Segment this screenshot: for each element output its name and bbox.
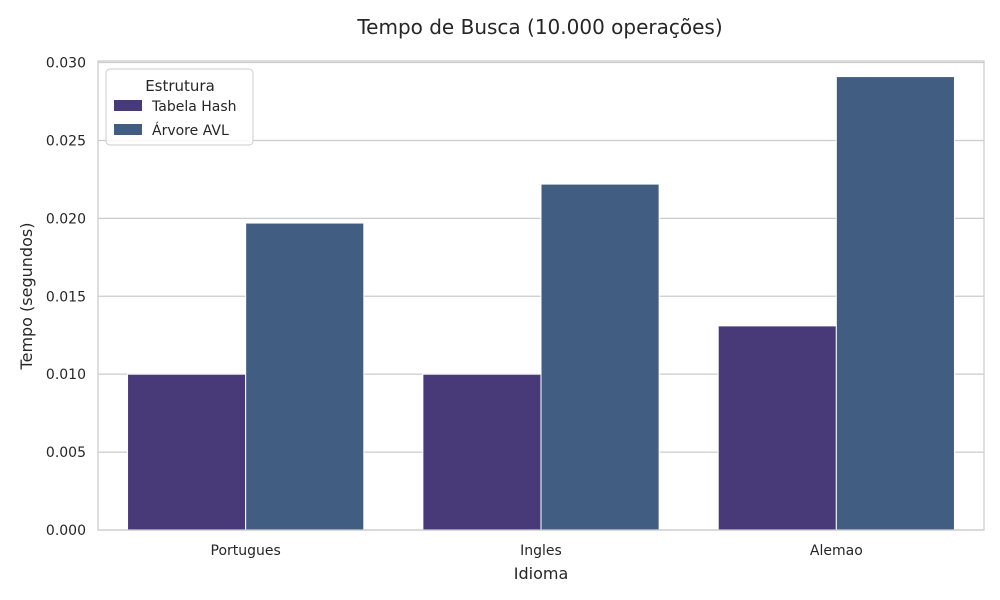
y-tick-label: 0.015 — [46, 289, 86, 305]
y-axis-ticks: 0.000 0.005 0.010 0.015 0.020 0.025 0.030 — [46, 56, 86, 539]
legend-box — [105, 68, 254, 146]
legend-swatch-tabela-hash — [114, 100, 142, 111]
bar-arvore-avl-portugues — [245, 222, 365, 531]
bar-tabela-hash-portugues — [127, 373, 247, 531]
legend: Estrutura Tabela Hash Árvore AVL — [105, 68, 254, 146]
y-tick-label: 0.025 — [46, 133, 86, 149]
y-tick-label: 0.030 — [46, 56, 86, 72]
y-tick-label: 0.005 — [46, 445, 86, 461]
x-tick-label-portugues: Portugues — [211, 543, 281, 559]
legend-title: Estrutura — [145, 77, 215, 95]
y-tick-label: 0.020 — [46, 211, 86, 227]
bar-tabela-hash-alemao — [717, 325, 837, 531]
bars — [127, 76, 955, 531]
x-tick-label-alemao: Alemao — [810, 543, 863, 559]
legend-swatch-arvore-avl — [114, 124, 142, 135]
x-axis-ticks: Portugues Ingles Alemao — [211, 543, 863, 559]
legend-label-arvore-avl: Árvore AVL — [152, 122, 229, 139]
bar-arvore-avl-alemao — [835, 76, 955, 531]
x-axis-label: Idioma — [514, 564, 569, 583]
bar-arvore-avl-ingles — [540, 183, 660, 531]
legend-label-tabela-hash: Tabela Hash — [151, 99, 237, 115]
chart-title: Tempo de Busca (10.000 operações) — [356, 15, 722, 39]
x-tick-label-ingles: Ingles — [520, 543, 562, 559]
bar-tabela-hash-ingles — [422, 373, 542, 531]
y-tick-label: 0.010 — [46, 367, 86, 383]
y-tick-label: 0.000 — [46, 523, 86, 539]
plot-frame — [97, 60, 985, 531]
y-axis-label: Tempo (segundos) — [17, 223, 36, 371]
